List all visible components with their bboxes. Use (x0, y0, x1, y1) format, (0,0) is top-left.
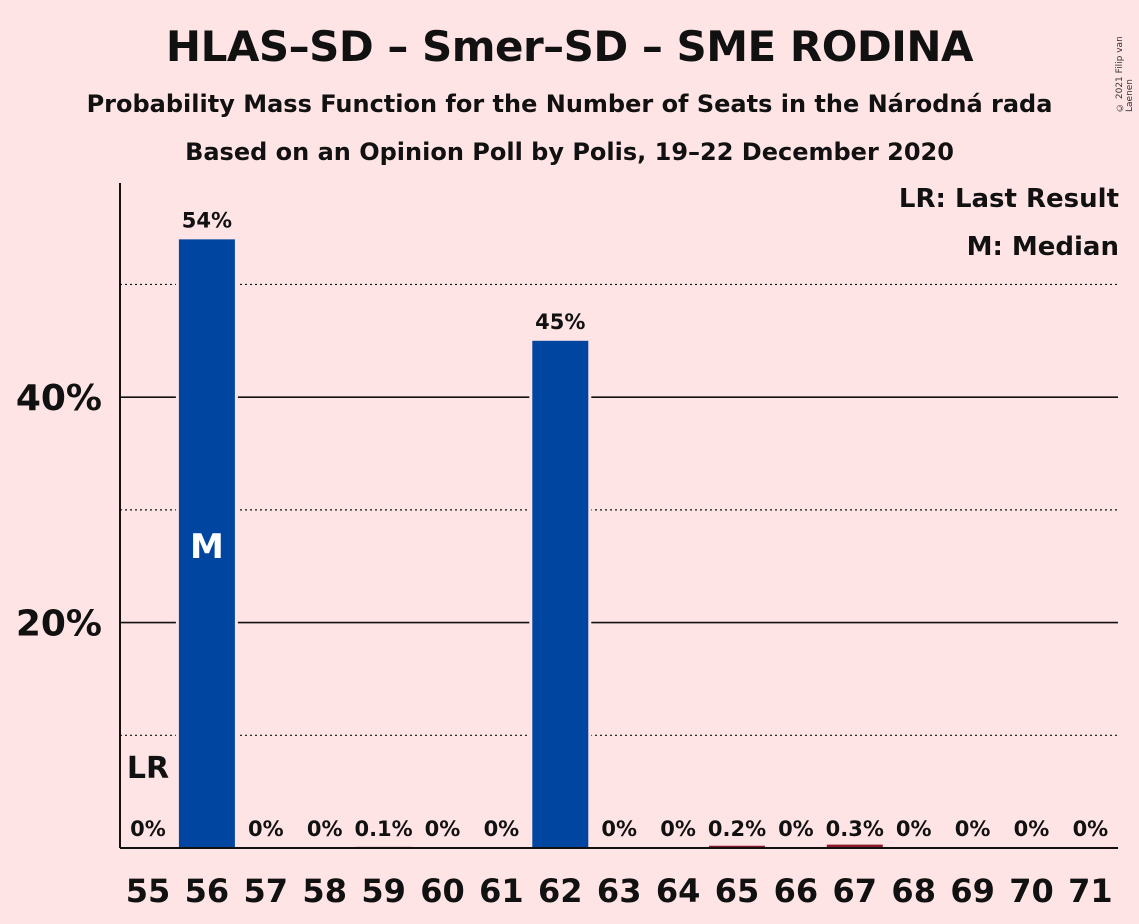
data-label-57: 0% (248, 817, 284, 841)
x-tick-label-65: 65 (715, 872, 760, 910)
x-tick-label-57: 57 (244, 872, 289, 910)
x-tick-label-58: 58 (302, 872, 347, 910)
x-tick-label-71: 71 (1068, 872, 1113, 910)
data-label-63: 0% (601, 817, 637, 841)
bar-65 (709, 845, 765, 848)
x-tick-label-55: 55 (126, 872, 171, 910)
data-label-62: 45% (535, 310, 585, 334)
data-label-59: 0.1% (354, 817, 412, 841)
x-tick-label-63: 63 (597, 872, 642, 910)
chart-subtitle-source: Based on an Opinion Poll by Polis, 19–22… (185, 138, 954, 166)
data-label-64: 0% (660, 817, 696, 841)
chart-title: HLAS–SD – Smer–SD – SME RODINA (165, 22, 974, 71)
x-tick-label-70: 70 (1009, 872, 1054, 910)
data-label-55: 0% (130, 817, 166, 841)
data-label-65: 0.2% (708, 817, 766, 841)
x-tick-label-59: 59 (361, 872, 406, 910)
data-label-69: 0% (955, 817, 991, 841)
x-tick-label-69: 69 (950, 872, 995, 910)
last-result-marker: LR (127, 751, 169, 786)
legend-last-result: LR: Last Result (898, 184, 1119, 214)
y-tick-label: 20% (16, 604, 102, 645)
data-label-60: 0% (425, 817, 461, 841)
data-label-66: 0% (778, 817, 814, 841)
legend-median: M: Median (966, 232, 1119, 262)
x-tick-label-56: 56 (185, 872, 230, 910)
x-tick-label-60: 60 (420, 872, 465, 910)
data-label-71: 0% (1073, 817, 1109, 841)
y-tick-label: 40% (16, 378, 102, 419)
bar-67 (826, 844, 883, 848)
data-label-70: 0% (1014, 817, 1050, 841)
x-tick-label-66: 66 (774, 872, 819, 910)
x-tick-label-61: 61 (479, 872, 524, 910)
bar-56 (178, 239, 235, 848)
data-label-56: 54% (182, 208, 232, 232)
x-tick-label-62: 62 (538, 872, 583, 910)
x-tick-label-68: 68 (891, 872, 936, 910)
median-marker: M (190, 527, 224, 567)
data-label-67: 0.3% (826, 817, 884, 841)
data-label-61: 0% (484, 817, 520, 841)
chart-subtitle: Probability Mass Function for the Number… (86, 90, 1053, 118)
bar-62 (532, 340, 589, 848)
data-label-58: 0% (307, 817, 343, 841)
x-tick-label-67: 67 (833, 872, 878, 910)
data-label-68: 0% (896, 817, 932, 841)
x-tick-label-64: 64 (656, 872, 701, 910)
